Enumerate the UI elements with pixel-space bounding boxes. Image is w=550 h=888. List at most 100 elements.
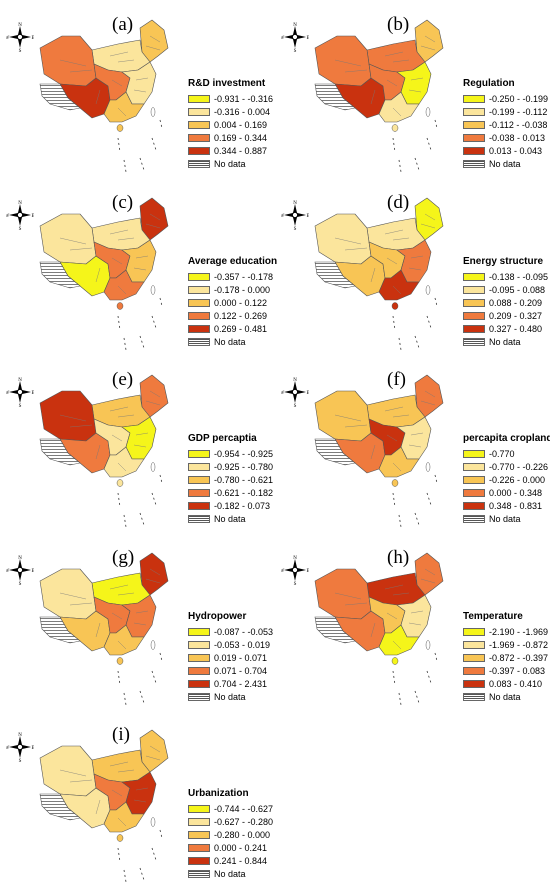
south-sea-dashed-line bbox=[117, 829, 163, 883]
legend-range-label: -0.199 - -0.112 bbox=[489, 106, 548, 117]
legend-range-label: 0.019 - 0.071 bbox=[214, 652, 268, 663]
legend-row: 0.122 - 0.269 bbox=[188, 309, 277, 322]
legend-title: Regulation bbox=[463, 78, 515, 89]
map-region-no-data bbox=[39, 793, 81, 821]
legend-row: 0.169 - 0.344 bbox=[188, 131, 273, 144]
china-province-map bbox=[314, 552, 444, 706]
map-panel: N S W E (f) percapita cropland -0.770 -0.770 - … bbox=[275, 355, 550, 533]
panel-letter: (c) bbox=[112, 192, 134, 213]
south-sea-dashed-line bbox=[392, 119, 438, 173]
map-legend: R&D investment -0.931 - -0.316 -0.316 - 0.… bbox=[188, 78, 273, 170]
compass-label-n: N bbox=[293, 378, 297, 383]
legend-swatch-no-data bbox=[188, 337, 210, 346]
legend-range-label: 0.241 - 0.844 bbox=[214, 855, 268, 866]
map-legend: Average education -0.357 - -0.178 -0.178 -… bbox=[188, 256, 277, 348]
map-region-west bbox=[39, 745, 97, 797]
legend-swatch-no-data bbox=[188, 692, 210, 701]
map-region-south bbox=[103, 91, 145, 123]
map-region-east bbox=[396, 61, 432, 105]
map-panel: N S W E (c) Average education -0.357 - -0.178 -… bbox=[0, 178, 277, 356]
legend-row-no-data: No data bbox=[463, 157, 548, 170]
compass-label-e: E bbox=[306, 391, 309, 396]
north-arrow-compass-icon: N S W E bbox=[5, 200, 35, 232]
legend-range-label: 0.000 - 0.122 bbox=[214, 297, 268, 308]
legend-swatch bbox=[188, 501, 210, 510]
compass-label-s: S bbox=[294, 227, 297, 230]
compass-label-w: W bbox=[6, 746, 10, 751]
legend-range-label: -0.112 - -0.038 bbox=[489, 119, 548, 130]
legend-row: -2.190 - -1.969 bbox=[463, 625, 548, 638]
south-sea-dashed-line bbox=[117, 297, 163, 351]
legend-swatch bbox=[463, 94, 485, 103]
legend-swatch bbox=[463, 462, 485, 471]
legend-no-data-label: No data bbox=[489, 336, 521, 347]
legend-range-label: -0.780 - -0.621 bbox=[214, 474, 274, 485]
legend-range-label: -0.744 - -0.627 bbox=[214, 803, 274, 814]
legend-swatch bbox=[188, 475, 210, 484]
map-region-no-data bbox=[39, 83, 81, 111]
legend-row-no-data: No data bbox=[188, 512, 273, 525]
china-province-map bbox=[314, 374, 444, 528]
map-panel: N S W E (b) Regulation -0.250 - -0.199 -0.199 -… bbox=[275, 0, 550, 178]
legend-swatch bbox=[188, 640, 210, 649]
north-arrow-compass-icon: N S W E bbox=[5, 377, 35, 409]
legend-swatch bbox=[463, 449, 485, 458]
legend-swatch bbox=[463, 666, 485, 675]
china-province-map bbox=[314, 197, 444, 351]
compass-label-s: S bbox=[19, 582, 22, 585]
legend-swatch bbox=[188, 653, 210, 662]
compass-label-w: W bbox=[6, 214, 10, 219]
legend-no-data-label: No data bbox=[214, 513, 246, 524]
legend-row-no-data: No data bbox=[463, 512, 550, 525]
legend-title: R&D investment bbox=[188, 78, 266, 89]
legend-no-data-label: No data bbox=[214, 868, 246, 879]
compass-label-e: E bbox=[306, 569, 309, 574]
legend-row: 0.000 - 0.241 bbox=[188, 841, 273, 854]
legend-swatch bbox=[463, 311, 485, 320]
taiwan-island bbox=[150, 285, 156, 295]
map-region-south bbox=[378, 446, 420, 478]
south-sea-dashed-line bbox=[117, 652, 163, 706]
map-region-south bbox=[103, 624, 145, 656]
compass-label-s: S bbox=[294, 582, 297, 585]
hainan-island bbox=[391, 657, 399, 665]
legend-swatch-no-data bbox=[463, 337, 485, 346]
legend-range-label: -0.770 - -0.226 bbox=[489, 461, 549, 472]
map-legend: Temperature -2.190 - -1.969 -1.969 - -0.87… bbox=[463, 611, 548, 703]
legend-range-label: -0.357 - -0.178 bbox=[214, 271, 274, 282]
legend-swatch bbox=[463, 133, 485, 142]
legend-swatch bbox=[188, 146, 210, 155]
legend-range-label: -0.316 - 0.004 bbox=[214, 106, 271, 117]
hainan-island bbox=[116, 834, 124, 842]
map-legend: Energy structure -0.138 - -0.095 -0.095 - … bbox=[463, 256, 548, 348]
legend-swatch bbox=[188, 856, 210, 865]
legend-row: -0.053 - 0.019 bbox=[188, 638, 273, 651]
legend-range-label: 0.344 - 0.887 bbox=[214, 145, 268, 156]
legend-range-label: -0.931 - -0.316 bbox=[214, 93, 274, 104]
legend-row: -0.357 - -0.178 bbox=[188, 270, 277, 283]
map-region-south bbox=[103, 446, 145, 478]
legend-swatch bbox=[463, 488, 485, 497]
china-province-map bbox=[39, 552, 169, 706]
legend-swatch bbox=[188, 627, 210, 636]
legend-title: Temperature bbox=[463, 611, 523, 622]
map-panel: N S W E (g) Hydropower -0.087 - -0.053 -0.053 -… bbox=[0, 533, 275, 711]
legend-swatch bbox=[188, 488, 210, 497]
legend-swatch bbox=[463, 146, 485, 155]
legend-row: -0.397 - 0.083 bbox=[463, 664, 548, 677]
north-arrow-compass-icon: N S W E bbox=[280, 22, 310, 54]
compass-label-n: N bbox=[18, 23, 22, 28]
south-sea-dashed-line bbox=[392, 474, 438, 528]
legend-range-label: -2.190 - -1.969 bbox=[489, 626, 549, 637]
hainan-island bbox=[391, 479, 399, 487]
legend-swatch bbox=[188, 462, 210, 471]
hainan-island bbox=[391, 124, 399, 132]
map-region-west bbox=[314, 390, 372, 442]
map-region-south bbox=[378, 624, 420, 656]
map-legend: Hydropower -0.087 - -0.053 -0.053 - 0.019 0… bbox=[188, 611, 273, 703]
legend-swatch bbox=[188, 817, 210, 826]
china-province-map bbox=[314, 19, 444, 173]
legend-no-data-label: No data bbox=[489, 158, 521, 169]
compass-label-w: W bbox=[6, 36, 10, 41]
compass-label-w: W bbox=[281, 214, 285, 219]
